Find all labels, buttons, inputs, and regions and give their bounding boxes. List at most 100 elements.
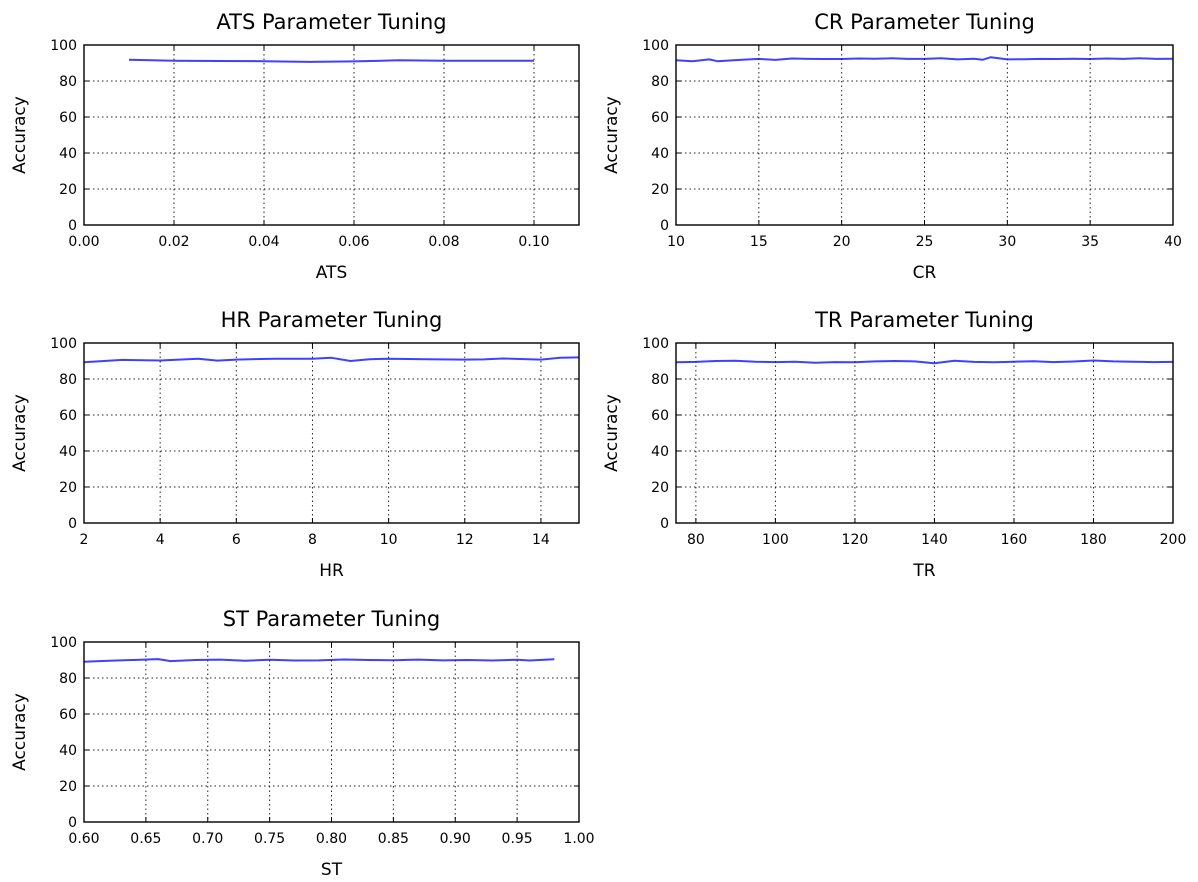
x-tick-label: 1.00	[563, 831, 594, 847]
y-tick-label: 100	[642, 336, 669, 352]
y-tick-label: 0	[68, 218, 77, 234]
x-tick-label: 10	[380, 532, 398, 548]
chart-title: HR Parameter Tuning	[221, 308, 443, 332]
x-tick-label: 0.75	[254, 831, 285, 847]
x-tick-label: 30	[998, 234, 1016, 250]
grid	[676, 45, 1173, 225]
x-tick-label: 0.85	[378, 831, 409, 847]
ticks: 80 100 120 140 160 180 200 0 20 40 60 80 100	[642, 336, 1186, 548]
y-tick-label: 100	[50, 635, 77, 651]
series-line	[83, 658, 555, 663]
x-tick-label: 6	[232, 532, 241, 548]
y-tick-label: 80	[59, 372, 77, 388]
chart-hr: 2 4 6 8 10 12 14 0 20 40 60 80 100 HR Parameter Tunin…	[10, 308, 580, 581]
grid	[84, 343, 579, 523]
x-tick-label: 10	[667, 234, 685, 250]
series-line	[675, 56, 1174, 63]
y-tick-label: 0	[68, 516, 77, 532]
x-tick-label: 40	[1164, 234, 1182, 250]
x-tick-label: 0.65	[130, 831, 161, 847]
x-tick-label: 0.04	[248, 234, 279, 250]
y-tick-label: 80	[59, 671, 77, 687]
y-tick-label: 60	[651, 408, 669, 424]
y-tick-label: 100	[642, 38, 669, 54]
y-tick-label: 40	[59, 146, 77, 162]
x-tick-label: 8	[308, 532, 317, 548]
chart-tr: 80 100 120 140 160 180 200 0 20 40 60 80 100 TR Param…	[602, 308, 1186, 581]
x-axis-label: ATS	[316, 263, 348, 283]
series-line	[675, 359, 1174, 365]
x-axis-label: ST	[321, 860, 343, 880]
x-tick-label: 0.10	[518, 234, 549, 250]
x-tick-label: 0.70	[192, 831, 223, 847]
series-line	[128, 58, 535, 63]
x-tick-label: 4	[156, 532, 165, 548]
y-tick-label: 40	[59, 444, 77, 460]
y-tick-label: 0	[660, 516, 669, 532]
ticks: 2 4 6 8 10 12 14 0 20 40 60 80 100	[50, 336, 579, 548]
x-axis-label: HR	[319, 561, 344, 581]
y-tick-label: 0	[68, 815, 77, 831]
x-tick-label: 160	[1001, 532, 1028, 548]
y-tick-label: 20	[59, 480, 77, 496]
x-tick-label: 140	[921, 532, 948, 548]
x-tick-label: 14	[532, 532, 550, 548]
x-tick-label: 0.02	[158, 234, 189, 250]
x-tick-label: 2	[80, 532, 89, 548]
chart-title: ST Parameter Tuning	[223, 607, 441, 631]
y-tick-label: 60	[59, 408, 77, 424]
x-tick-label: 180	[1080, 532, 1107, 548]
x-tick-label: 12	[456, 532, 474, 548]
chart-ats: 0.00 0.02 0.04 0.06 0.08 0.10 0 20 40 60 80 100 ATS …	[10, 10, 580, 283]
y-tick-label: 100	[50, 336, 77, 352]
y-axis-label: Accuracy	[602, 394, 622, 472]
x-tick-label: 80	[687, 532, 705, 548]
plot-frame	[83, 342, 580, 524]
ticks: 0.00 0.02 0.04 0.06 0.08 0.10 0 20 40 60 80 100	[50, 38, 579, 250]
x-tick-label: 100	[762, 532, 789, 548]
x-tick-label: 0.90	[440, 831, 471, 847]
y-axis-label: Accuracy	[10, 693, 30, 771]
ticks: 0.60 0.65 0.70 0.75 0.80 0.85 0.90 0.95 1.00 0 20 4…	[50, 635, 594, 847]
y-tick-label: 40	[651, 146, 669, 162]
chart-title: ATS Parameter Tuning	[216, 10, 446, 34]
y-tick-label: 0	[660, 218, 669, 234]
grid	[676, 343, 1173, 523]
chart-st: 0.60 0.65 0.70 0.75 0.80 0.85 0.90 0.95 1.00 0 20 4…	[10, 607, 595, 880]
chart-title: TR Parameter Tuning	[814, 308, 1034, 332]
x-tick-label: 0.00	[68, 234, 99, 250]
series-line	[83, 356, 580, 364]
plot-frame	[675, 342, 1174, 524]
grid	[84, 642, 579, 822]
x-tick-label: 15	[750, 234, 768, 250]
plot-frame	[83, 44, 580, 226]
y-tick-label: 60	[59, 707, 77, 723]
chart-title: CR Parameter Tuning	[814, 10, 1035, 34]
y-tick-label: 80	[651, 372, 669, 388]
grid	[84, 45, 579, 225]
y-tick-label: 80	[651, 74, 669, 90]
x-axis-label: CR	[913, 263, 937, 283]
x-tick-label: 200	[1160, 532, 1187, 548]
y-tick-label: 100	[50, 38, 77, 54]
x-tick-label: 0.60	[68, 831, 99, 847]
y-tick-label: 20	[651, 480, 669, 496]
x-tick-label: 0.06	[338, 234, 369, 250]
y-axis-label: Accuracy	[602, 96, 622, 174]
ticks: 10 15 20 25 30 35 40 0 20 40 60 80 100	[642, 38, 1182, 250]
y-tick-label: 20	[651, 182, 669, 198]
y-tick-label: 60	[59, 110, 77, 126]
y-tick-label: 40	[651, 444, 669, 460]
y-axis-label: Accuracy	[10, 394, 30, 472]
x-tick-label: 0.08	[428, 234, 459, 250]
x-tick-label: 0.95	[502, 831, 533, 847]
y-tick-label: 20	[59, 182, 77, 198]
y-tick-label: 20	[59, 779, 77, 795]
y-axis-label: Accuracy	[10, 96, 30, 174]
x-tick-label: 120	[842, 532, 869, 548]
y-tick-label: 40	[59, 743, 77, 759]
x-tick-label: 35	[1081, 234, 1099, 250]
y-tick-label: 80	[59, 74, 77, 90]
x-tick-label: 20	[833, 234, 851, 250]
